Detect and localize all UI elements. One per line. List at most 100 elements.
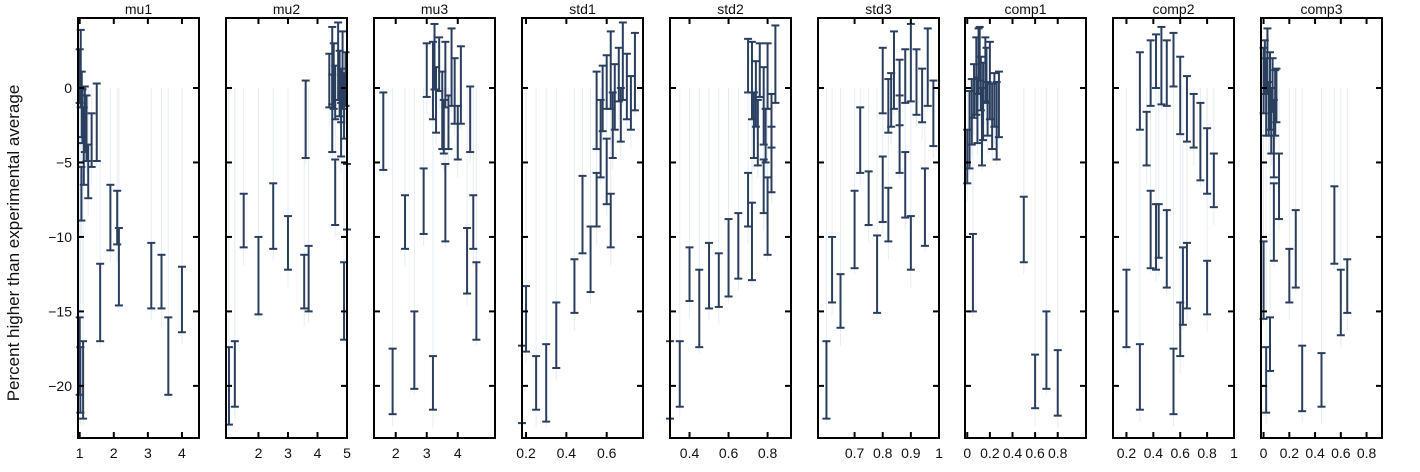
error-bar [269, 182, 278, 250]
error-bar [329, 42, 338, 110]
error-bar [114, 227, 123, 307]
error-bar [705, 241, 714, 310]
error-bar [906, 22, 915, 103]
error-bar [331, 158, 340, 227]
subplot-title: std2 [717, 1, 744, 17]
subplot-mu1: mu1 1 2 3 4 0 −5 −10 −15 −20 [48, 1, 200, 461]
error-bar [1169, 347, 1178, 416]
error-bar [685, 246, 694, 302]
error-bar [1146, 189, 1155, 270]
error-bar [1272, 67, 1281, 124]
x-tick-label: 0.8 [1197, 445, 1217, 461]
error-bar [338, 30, 347, 110]
x-tick-label: 0.2 [1280, 445, 1300, 461]
error-bar [304, 244, 313, 313]
error-bar [592, 70, 601, 151]
y-tick-label: −20 [48, 378, 72, 394]
error-bar [1285, 247, 1294, 304]
error-bar [755, 42, 764, 98]
error-bar [873, 234, 882, 314]
error-bar [836, 273, 845, 329]
error-bar [1019, 195, 1028, 264]
subplot-mu3: mu3 2 3 4 [373, 1, 496, 461]
error-bar [920, 167, 929, 247]
error-bar [401, 194, 410, 250]
error-bar [771, 24, 780, 104]
error-bar [542, 343, 551, 423]
x-tick-label: 0.4 [557, 445, 577, 461]
error-bar [822, 340, 831, 420]
error-bar [301, 79, 310, 159]
error-bar [695, 268, 704, 349]
error-bar [1275, 152, 1284, 221]
error-bar [419, 167, 428, 235]
error-bar [1154, 203, 1163, 259]
error-bar [901, 48, 910, 104]
subplot-frame [669, 17, 792, 439]
error-bar [906, 215, 915, 271]
x-tick-label: 0.6 [597, 445, 617, 461]
error-bar [884, 186, 893, 243]
error-bar [1178, 246, 1187, 326]
y-tick-label: −15 [48, 303, 72, 319]
error-bar [878, 155, 887, 224]
error-bar [147, 241, 156, 310]
x-tick-label: 0.2 [1117, 445, 1137, 461]
error-bar [763, 42, 772, 110]
x-tick-label: 0.6 [719, 445, 739, 461]
error-bar [239, 192, 248, 249]
x-tick-label: 0.2 [516, 445, 536, 461]
error-bar [469, 194, 478, 250]
error-bar [1196, 101, 1205, 182]
error-bar [901, 151, 910, 219]
error-bar [441, 162, 450, 243]
x-tick-label: 0.7 [845, 445, 865, 461]
x-tick-label: 0.2 [980, 445, 1000, 461]
error-bar [254, 235, 263, 316]
error-bar [994, 70, 1003, 139]
x-tick-label: 0.9 [901, 445, 921, 461]
error-bar [586, 225, 595, 294]
error-bar [341, 51, 350, 107]
error-bar [1142, 110, 1151, 167]
x-tick-label: 4 [454, 445, 462, 461]
subplot-frame [521, 17, 644, 439]
error-bar [608, 91, 617, 159]
error-bar [598, 64, 607, 133]
error-bar [616, 87, 625, 143]
error-bar [602, 137, 611, 206]
error-bar [379, 91, 388, 171]
x-tick-label: 0.6 [1170, 445, 1190, 461]
error-bar [1146, 39, 1155, 107]
error-bar [439, 98, 448, 155]
error-bar [1317, 352, 1326, 408]
x-tick-label: 0.8 [873, 445, 893, 461]
subplot-title: mu2 [273, 1, 300, 17]
error-bar [761, 107, 770, 164]
error-bar [1182, 75, 1191, 143]
error-bar [1189, 92, 1198, 149]
error-bar [626, 75, 635, 131]
subplot-comp3: comp3 0 0.2 0.4 0.6 0.8 [1259, 1, 1383, 461]
subplot-std2: std2 0.4 0.6 0.8 [666, 1, 792, 461]
error-bar [747, 201, 756, 282]
error-bar [864, 170, 873, 227]
error-bar [592, 171, 601, 228]
error-bar [1291, 209, 1300, 289]
subplot-frame [77, 17, 200, 439]
error-bar [1157, 25, 1166, 106]
subplot-frame [964, 17, 1087, 439]
error-bar [164, 316, 173, 396]
error-bar [84, 143, 93, 200]
error-bar [1271, 69, 1280, 137]
error-bar [749, 91, 758, 159]
error-bar [1176, 55, 1185, 136]
error-bar [734, 212, 743, 280]
error-bar [1122, 268, 1131, 349]
error-bar [1135, 51, 1144, 131]
error-bar [578, 174, 587, 255]
x-tick-label: 0.8 [758, 445, 778, 461]
error-bar [79, 340, 88, 420]
